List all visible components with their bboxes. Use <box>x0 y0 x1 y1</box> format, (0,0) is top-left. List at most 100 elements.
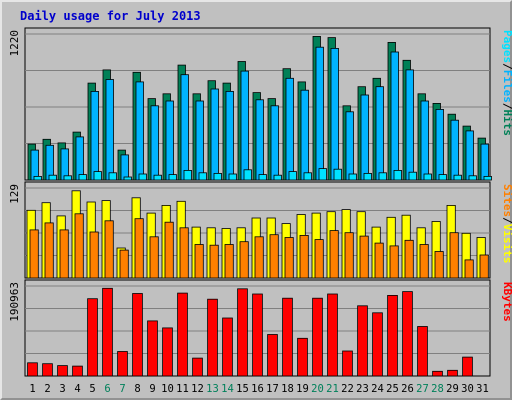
bar-files <box>30 149 39 181</box>
bar-sites <box>59 229 69 279</box>
chart-title: Daily usage for July 2013 <box>20 9 201 23</box>
bar-pages <box>378 172 387 181</box>
bar-pages <box>213 172 222 181</box>
bar-kbytes <box>282 297 293 377</box>
bar-pages <box>123 176 132 181</box>
bar-files <box>195 100 204 181</box>
bar-files <box>240 70 249 181</box>
bar-sites <box>209 244 219 279</box>
bar-sites <box>404 239 414 279</box>
bar-kbytes <box>447 369 458 377</box>
x-tick-label: 28 <box>431 383 444 395</box>
bar-files <box>285 77 294 181</box>
bar-kbytes <box>387 294 398 377</box>
bar-kbytes <box>372 312 383 377</box>
bar-kbytes <box>327 293 338 377</box>
x-tick-label: 23 <box>356 383 369 395</box>
bar-files <box>435 109 444 181</box>
x-tick-label: 15 <box>236 383 249 395</box>
legend-entry: / <box>501 63 512 70</box>
bar-kbytes <box>252 293 263 377</box>
x-tick-label: 9 <box>149 383 155 395</box>
bar-sites <box>89 231 99 279</box>
bar-pages <box>78 174 87 181</box>
x-tick-label: 19 <box>296 383 309 395</box>
x-tick-label: 4 <box>74 383 80 395</box>
bar-files <box>90 91 99 181</box>
bar-sites <box>119 249 129 279</box>
legend: Sites/Visits <box>501 184 512 264</box>
bar-files <box>420 100 429 181</box>
bar-pages <box>348 173 357 181</box>
bar-sites <box>464 259 474 279</box>
x-tick-label: 31 <box>476 383 489 395</box>
legend-entry: KBytes <box>501 282 512 322</box>
bar-files <box>330 48 339 181</box>
x-tick-label: 16 <box>251 383 264 395</box>
bar-kbytes <box>297 337 308 377</box>
legend-entry: Files <box>501 70 512 103</box>
bar-sites <box>164 221 174 279</box>
bar-sites <box>434 251 444 279</box>
bar-files <box>150 105 159 181</box>
x-tick-label: 17 <box>266 383 279 395</box>
bar-pages <box>138 173 147 181</box>
bar-files <box>105 79 114 181</box>
bar-pages <box>438 174 447 181</box>
bar-pages <box>243 169 252 181</box>
bar-sites <box>284 237 294 279</box>
x-tick-label: 7 <box>119 383 125 395</box>
bar-kbytes <box>342 350 353 377</box>
bar-files <box>45 144 54 181</box>
bar-sites <box>419 244 429 279</box>
bar-pages <box>273 174 282 181</box>
bar-files <box>450 119 459 181</box>
bar-kbytes <box>222 317 233 377</box>
bar-files <box>255 99 264 181</box>
x-tick-label: 1 <box>29 383 35 395</box>
bar-kbytes <box>237 288 248 377</box>
legend: KBytes <box>501 282 512 322</box>
bar-kbytes <box>417 326 428 377</box>
bar-pages <box>33 175 42 181</box>
bar-files <box>180 74 189 181</box>
bar-files <box>390 51 399 181</box>
bar-files <box>210 88 219 181</box>
bar-sites <box>479 254 489 279</box>
x-tick-label: 10 <box>161 383 174 395</box>
legend-entry: / <box>501 217 512 224</box>
bar-kbytes <box>267 334 278 377</box>
bar-kbytes <box>147 320 158 377</box>
x-axis-labels: 1 2 3 4 5 6 7 8 9 10 11 12 13 14 15 16 17 18 19 20 21 22 23 24 2… <box>29 383 488 395</box>
bar-files <box>465 130 474 181</box>
bar-kbytes <box>162 327 173 377</box>
bar-sites <box>254 236 264 279</box>
x-tick-label: 30 <box>461 383 474 395</box>
x-tick-label: 3 <box>59 383 65 395</box>
bar-pages <box>483 175 492 181</box>
bar-pages <box>48 174 57 181</box>
bar-kbytes <box>462 356 473 377</box>
x-tick-label: 26 <box>401 383 414 395</box>
bar-kbytes <box>42 363 53 377</box>
legend-entry: / <box>501 103 512 110</box>
bar-pages <box>408 171 417 181</box>
x-tick-label: 2 <box>44 383 50 395</box>
x-tick-label: 14 <box>221 383 234 395</box>
bar-pages <box>453 174 462 181</box>
x-tick-label: 27 <box>416 383 429 395</box>
x-tick-label: 20 <box>311 383 324 395</box>
legend-entry: Visits <box>501 224 512 264</box>
y-max-label: 190963 <box>8 282 21 322</box>
bar-pages <box>333 168 342 181</box>
bar-files <box>360 94 369 181</box>
bar-pages <box>423 173 432 181</box>
bar-sites <box>44 222 54 279</box>
bar-files <box>225 91 234 181</box>
bar-sites <box>239 241 249 279</box>
bar-files <box>60 148 69 181</box>
x-tick-label: 11 <box>176 383 189 395</box>
bar-pages <box>318 168 327 181</box>
bar-kbytes <box>312 297 323 377</box>
